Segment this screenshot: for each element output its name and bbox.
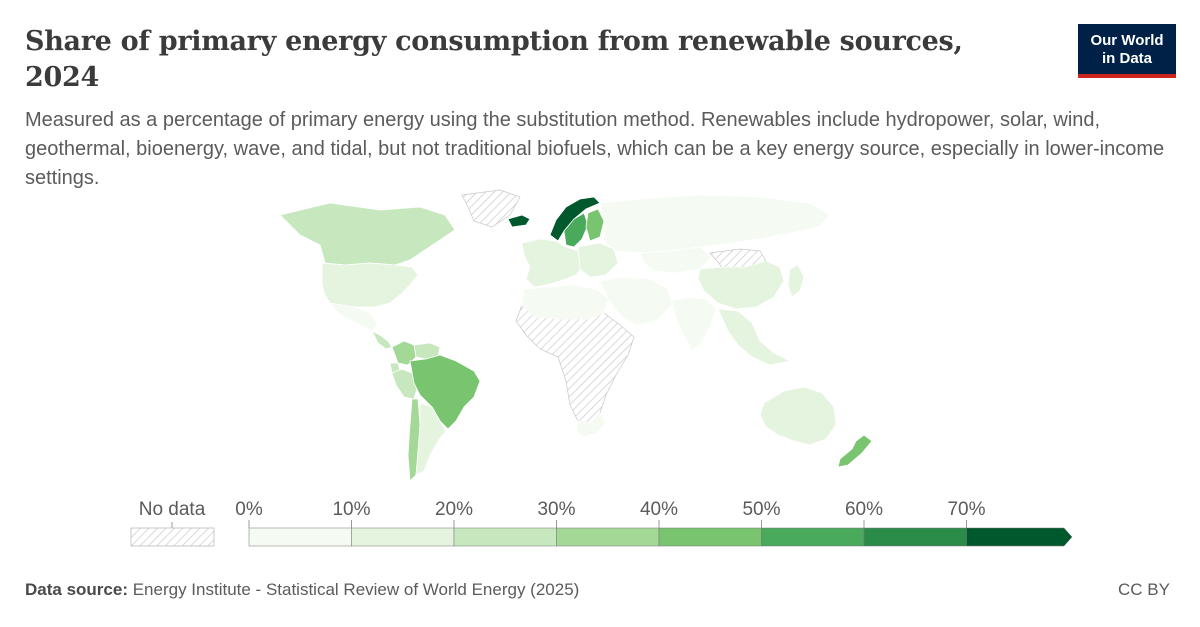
legend-tick-label: 20% <box>435 499 473 520</box>
legend-tick-label: 50% <box>742 499 780 520</box>
region-iceland[interactable] <box>507 214 531 228</box>
region-sweden[interactable] <box>563 212 589 248</box>
region-brazil[interactable] <box>409 354 481 430</box>
logo-line-2: in Data <box>1101 50 1152 67</box>
map-legend: No data 0% 10% 20% 30% 40% 50% 60% 70% <box>130 499 1073 547</box>
legend-bin-5[interactable] <box>761 527 865 547</box>
region-russia[interactable] <box>599 194 831 254</box>
owid-logo[interactable]: Our World in Data <box>1078 24 1176 78</box>
region-argentina[interactable] <box>415 402 447 476</box>
region-united-states[interactable] <box>321 262 419 308</box>
legend-bin-4[interactable] <box>658 527 762 547</box>
legend-bin-3[interactable] <box>556 527 660 547</box>
legend-tick-label: 0% <box>235 499 263 520</box>
region-greenland[interactable] <box>461 189 521 228</box>
license-link[interactable]: CC BY <box>1118 580 1170 599</box>
legend-bin-1[interactable] <box>351 527 455 547</box>
region-south-africa[interactable] <box>575 412 607 438</box>
region-canada[interactable] <box>279 202 456 266</box>
region-middle-east[interactable] <box>599 276 673 326</box>
region-north-africa[interactable] <box>521 284 609 320</box>
legend-tick-label: 60% <box>845 499 883 520</box>
legend-bin-7[interactable] <box>966 527 1073 547</box>
legend-bin-0[interactable] <box>248 527 352 547</box>
region-new-zealand[interactable] <box>837 434 873 468</box>
region-peru[interactable] <box>391 368 419 400</box>
legend-no-data-label: No data <box>139 499 206 520</box>
data-source-label: Data source: <box>25 580 128 599</box>
data-source-text[interactable]: Energy Institute - Statistical Review of… <box>132 580 580 599</box>
region-india[interactable] <box>671 296 717 352</box>
chart-title: Share of primary energy consumption from… <box>25 26 963 93</box>
legend-no-data-swatch <box>130 527 215 547</box>
legend-tick-label: 30% <box>537 499 575 520</box>
legend-tick-label: 70% <box>947 499 985 520</box>
region-finland[interactable] <box>585 208 605 242</box>
legend-tick-label: 10% <box>332 499 370 520</box>
region-australia[interactable] <box>759 386 837 446</box>
region-central-america[interactable] <box>371 330 393 350</box>
legend-bin-2[interactable] <box>453 527 557 547</box>
world-map <box>279 189 873 482</box>
region-southeast-asia[interactable] <box>717 308 792 366</box>
chart-subtitle: Measured as a percentage of primary ener… <box>25 109 1165 189</box>
data-source: Data source: Energy Institute - Statisti… <box>25 580 579 600</box>
region-eastern-europe[interactable] <box>577 242 619 278</box>
region-china[interactable] <box>697 260 785 310</box>
logo-line-1: Our World <box>1090 32 1164 49</box>
region-western-europe[interactable] <box>521 238 585 288</box>
region-japan[interactable] <box>787 264 805 298</box>
region-sub-saharan-africa[interactable] <box>515 304 635 424</box>
legend-bin-6[interactable] <box>863 527 967 547</box>
legend-tick-label: 40% <box>640 499 678 520</box>
